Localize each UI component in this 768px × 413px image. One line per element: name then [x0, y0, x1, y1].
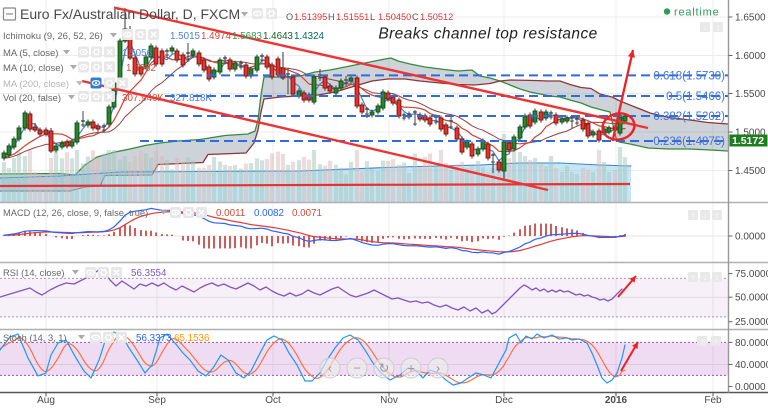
svg-text:307.940K: 307.940K [122, 93, 164, 104]
svg-text:1.6500: 1.6500 [735, 13, 766, 24]
svg-text:O: O [286, 12, 293, 22]
svg-text:Nov: Nov [380, 395, 398, 406]
svg-text:2016: 2016 [605, 395, 628, 406]
svg-text:1.4952: 1.4952 [126, 63, 156, 74]
svg-text:0.0071: 0.0071 [292, 208, 322, 219]
svg-text:1.5056: 1.5056 [122, 48, 153, 59]
svg-text:MA (5, close): MA (5, close) [3, 48, 58, 59]
svg-text:↓: ↓ [703, 23, 707, 32]
svg-text:0.236(1.4875): 0.236(1.4875) [653, 136, 725, 148]
svg-text:↑: ↑ [691, 273, 695, 282]
svg-text:MA (10, close): MA (10, close) [3, 63, 64, 74]
svg-text:RSI (14, close): RSI (14, close) [3, 268, 64, 278]
svg-text:Euro Fx/Australian Dollar, D,: Euro Fx/Australian Dollar, D, FXCM [20, 6, 240, 22]
svg-text:↓: ↓ [703, 211, 707, 220]
svg-text:↕: ↕ [715, 273, 719, 282]
svg-text:Stoch (14, 3, 1): Stoch (14, 3, 1) [3, 333, 67, 343]
svg-text:Aug: Aug [37, 395, 55, 406]
svg-text:0.0000: 0.0000 [735, 382, 766, 393]
svg-text:25.0000: 25.0000 [735, 317, 768, 328]
svg-text:50.0000: 50.0000 [735, 293, 768, 304]
svg-text:↑: ↑ [714, 337, 718, 346]
svg-text:H: H [328, 12, 335, 22]
svg-text:1.4974: 1.4974 [201, 31, 232, 42]
svg-text:56.3554: 56.3554 [131, 268, 167, 279]
svg-text:1.6000: 1.6000 [735, 51, 766, 62]
svg-text:realtime: realtime [674, 7, 720, 19]
svg-text:1.5500: 1.5500 [735, 89, 766, 100]
svg-text:1.4643: 1.4643 [263, 31, 294, 42]
svg-text:1.50512: 1.50512 [420, 12, 453, 22]
svg-text:80.0000: 80.0000 [735, 338, 768, 349]
svg-text:1.5000: 1.5000 [735, 128, 766, 139]
svg-text:↕: ↕ [716, 23, 720, 32]
svg-text:0.0000: 0.0000 [735, 232, 766, 243]
svg-text:Ichimoku (9, 26, 52, 26): Ichimoku (9, 26, 52, 26) [3, 31, 103, 42]
svg-text:0.382(1.5202): 0.382(1.5202) [653, 111, 725, 123]
svg-text:Breaks channel top resistance: Breaks channel top resistance [378, 26, 597, 43]
svg-text:C: C [412, 12, 419, 22]
svg-text:MACD (12, 26, close, 9, false,: MACD (12, 26, close, 9, false, true) [3, 208, 148, 218]
svg-text:1.4324: 1.4324 [294, 31, 325, 42]
svg-text:Dec: Dec [495, 395, 513, 406]
svg-text:‹: ‹ [328, 361, 332, 376]
svg-text:1.4500: 1.4500 [735, 166, 766, 177]
svg-text:›: › [436, 361, 440, 376]
svg-text:Vol (20, false): Vol (20, false) [3, 93, 61, 104]
svg-text:1.5683: 1.5683 [232, 31, 263, 42]
svg-text:1.51551: 1.51551 [336, 12, 369, 22]
svg-text:0.0082: 0.0082 [254, 208, 284, 219]
svg-text:1.5172: 1.5172 [732, 135, 764, 147]
svg-text:0.5(1.5466): 0.5(1.5466) [666, 91, 725, 103]
svg-text:Oct: Oct [265, 395, 281, 406]
svg-text:↓: ↓ [703, 273, 707, 282]
svg-text:Sep: Sep [148, 395, 166, 406]
svg-text:MA (200, close): MA (200, close) [3, 79, 69, 90]
svg-text:1.51395: 1.51395 [294, 12, 327, 22]
svg-text:327.818K: 327.818K [170, 93, 212, 104]
svg-text:0.618(1.5730): 0.618(1.5730) [653, 70, 725, 82]
svg-text:L: L [370, 12, 375, 22]
svg-text:−: − [353, 361, 361, 376]
svg-text:1.50450: 1.50450 [378, 12, 411, 22]
svg-text:↕: ↕ [715, 211, 719, 220]
svg-text:↑: ↑ [691, 211, 695, 220]
svg-text:+: + [407, 361, 415, 376]
svg-text:56.3373: 56.3373 [136, 333, 172, 344]
svg-text:75.0000: 75.0000 [735, 269, 768, 280]
svg-text:65.1536: 65.1536 [174, 333, 210, 344]
svg-text:Feb: Feb [704, 395, 722, 406]
svg-text:40.0000: 40.0000 [735, 360, 768, 371]
svg-text:↻: ↻ [379, 361, 390, 376]
svg-text:1.5015: 1.5015 [170, 31, 201, 42]
svg-text:0.0011: 0.0011 [216, 208, 245, 219]
svg-text:↑: ↑ [700, 337, 704, 346]
